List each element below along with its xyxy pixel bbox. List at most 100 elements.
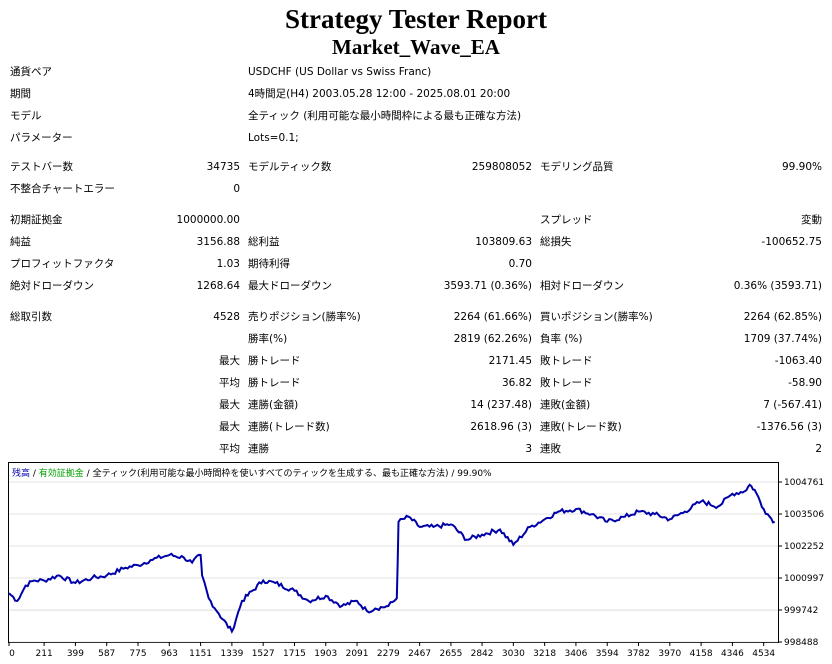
rel-dd-label: 相対ドローダウン xyxy=(540,280,624,292)
x-tick-label: 4346 xyxy=(721,649,744,659)
expected-value: 0.70 xyxy=(508,258,532,270)
header-margin: 有効証拠金 xyxy=(39,467,84,479)
x-tick-label: 3970 xyxy=(658,649,681,659)
y-tick-label: 1000997 xyxy=(784,574,824,584)
abs-dd-value: 1268.64 xyxy=(196,280,240,292)
x-tick-label: 587 xyxy=(98,649,115,659)
max-win-value: 2171.45 xyxy=(488,355,532,367)
x-tick-label: 4534 xyxy=(752,649,775,659)
max-trade-prefix: 最大 xyxy=(219,355,240,367)
max-loss-value: -1063.40 xyxy=(774,355,822,367)
spread-value: 変動 xyxy=(801,214,822,226)
long-value: 2264 (62.85%) xyxy=(743,311,822,323)
x-tick-label: 1715 xyxy=(283,649,306,659)
header-sep3: / xyxy=(449,469,458,479)
x-tick-label: 1151 xyxy=(189,649,212,659)
model-value: 全ティック (利用可能な最小時間枠による最も正確な方法) xyxy=(248,110,522,122)
consec-loss-amt-value: 7 (-567.41) xyxy=(763,399,822,411)
x-tick-label: 3594 xyxy=(596,649,619,659)
ticks-label: モデルティック数 xyxy=(248,161,332,173)
consec-loss-cnt-value: -1376.56 (3) xyxy=(756,421,822,433)
avg-loss-value: -58.90 xyxy=(788,377,822,389)
quality-value: 99.90% xyxy=(781,161,822,173)
x-tick-label: 3218 xyxy=(533,649,556,659)
x-tick-label: 3782 xyxy=(627,649,650,659)
balance-line xyxy=(8,483,776,634)
x-tick-label: 2467 xyxy=(408,649,431,659)
gross-profit-label: 総利益 xyxy=(248,236,280,248)
x-tick-label: 3406 xyxy=(564,649,587,659)
ticks-value: 259808052 xyxy=(471,161,532,173)
avg-loss-label: 敗トレード xyxy=(540,377,593,389)
net-label: 純益 xyxy=(10,236,31,248)
x-tick-label: 399 xyxy=(67,649,84,659)
consec-loss-cnt-label: 連敗(トレード数) xyxy=(540,421,622,433)
params-label: パラメーター xyxy=(10,132,73,144)
avg-win-value: 36.82 xyxy=(501,377,532,389)
params-value: Lots=0.1; xyxy=(248,132,299,144)
deposit-label: 初期証拠金 xyxy=(10,214,63,226)
x-tick-label: 4158 xyxy=(690,649,713,659)
header-sep1: / xyxy=(30,469,39,479)
avg-consec-win-label: 連勝 xyxy=(248,443,269,455)
symbol-label: 通貨ペア xyxy=(10,66,52,78)
x-tick-label: 3030 xyxy=(502,649,525,659)
header-sep2: / xyxy=(84,469,93,479)
header-balance: 残高 xyxy=(12,467,30,479)
consec-win-amt-value: 14 (237.48) xyxy=(470,399,532,411)
rel-dd-value: 0.36% (3593.71) xyxy=(733,280,822,292)
gross-loss-value: -100652.75 xyxy=(761,236,822,248)
header-model: 全ティック(利用可能な最小時間枠を使いすべてのティックを生成する、最も正確な方法… xyxy=(93,467,449,479)
long-label: 買いポジション(勝率%) xyxy=(540,311,653,323)
x-tick-label: 1527 xyxy=(252,649,275,659)
y-tick-label: 1002252 xyxy=(784,542,824,552)
trades-label: 総取引数 xyxy=(10,311,52,323)
y-tick-label: 1004761 xyxy=(784,478,824,488)
quality-label: モデリング品質 xyxy=(540,161,614,173)
report-title: Strategy Tester Report xyxy=(285,4,547,34)
plot-frame xyxy=(8,462,779,643)
avg-win-label: 勝トレード xyxy=(248,377,301,389)
x-tick-label: 2091 xyxy=(346,649,369,659)
expected-label: 期待利得 xyxy=(248,258,290,270)
trades-value: 4528 xyxy=(213,311,240,323)
y-tick-label: 998488 xyxy=(784,638,819,648)
max-dd-value: 3593.71 (0.36%) xyxy=(443,280,532,292)
balance-chart: 1004761 1003506 1002252 1000997 999742 998488… xyxy=(8,462,824,659)
period-label: 期間 xyxy=(10,88,31,100)
consec-cnt-prefix: 最大 xyxy=(219,421,240,433)
x-tick-label: 0 xyxy=(9,649,15,659)
loss-value: 1709 (37.74%) xyxy=(743,333,822,345)
consec-win-cnt-label: 連勝(トレード数) xyxy=(248,421,330,433)
ea-name: Market_Wave_EA xyxy=(332,35,500,59)
x-tick-label: 963 xyxy=(161,649,178,659)
net-value: 3156.88 xyxy=(196,236,240,248)
max-win-label: 勝トレード xyxy=(248,355,301,367)
y-tick-label: 999742 xyxy=(784,606,818,616)
abs-dd-label: 絶対ドローダウン xyxy=(10,280,94,292)
consec-win-cnt-value: 2618.96 (3) xyxy=(470,421,532,433)
x-tick-label: 2655 xyxy=(439,649,462,659)
win-value: 2819 (62.26%) xyxy=(453,333,532,345)
mismatch-label: 不整合チャートエラー xyxy=(10,183,115,195)
avg-consec-loss-value: 2 xyxy=(815,443,822,455)
consec-loss-amt-label: 連敗(金額) xyxy=(540,399,591,411)
loss-label: 負率 (%) xyxy=(540,333,583,345)
deposit-value: 1000000.00 xyxy=(176,214,240,226)
spread-label: スプレッド xyxy=(540,214,593,226)
x-tick-label: 2279 xyxy=(377,649,400,659)
x-tick-label: 2842 xyxy=(471,649,494,659)
bars-label: テストバー数 xyxy=(10,161,73,173)
avg-consec-prefix: 平均 xyxy=(219,443,240,455)
period-value: 4時間足(H4) 2003.05.28 12:00 - 2025.08.01 2… xyxy=(248,88,511,100)
y-tick-label: 1003506 xyxy=(784,510,824,520)
x-tick-label: 211 xyxy=(36,649,53,659)
gross-profit-value: 103809.63 xyxy=(475,236,532,248)
win-label: 勝率(%) xyxy=(248,333,288,345)
x-tick-label: 1903 xyxy=(314,649,337,659)
symbol-value: USDCHF (US Dollar vs Swiss Franc) xyxy=(248,66,432,78)
short-label: 売りポジション(勝率%) xyxy=(248,311,361,323)
model-label: モデル xyxy=(10,110,42,122)
x-tick-label: 775 xyxy=(129,649,146,659)
consec-amt-prefix: 最大 xyxy=(219,399,240,411)
